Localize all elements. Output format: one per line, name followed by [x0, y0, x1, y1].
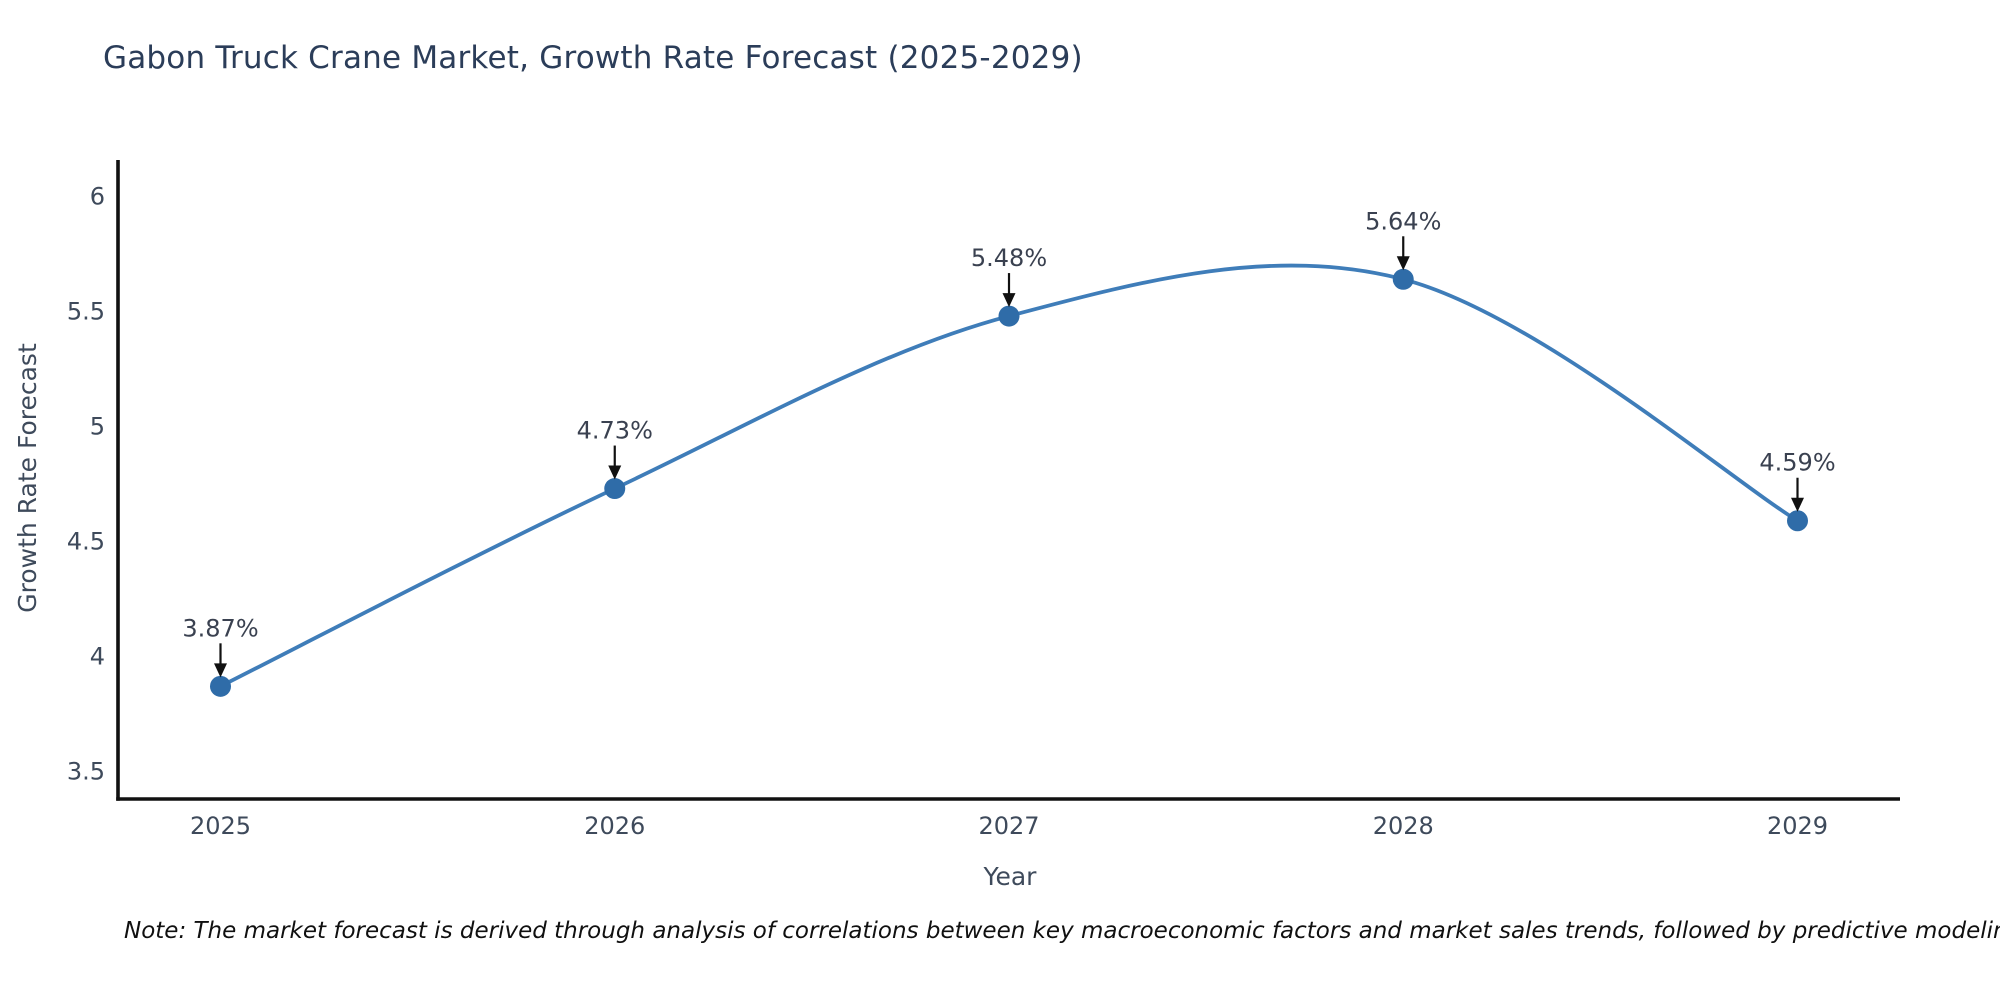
y-tick-label: 4.5: [67, 527, 105, 555]
y-tick-label: 3.5: [67, 757, 105, 785]
data-point-label: 3.87%: [182, 614, 258, 642]
x-tick-label: 2027: [978, 812, 1039, 840]
data-point-label: 5.64%: [1365, 207, 1441, 235]
y-tick-label: 4: [90, 642, 105, 670]
x-tick-label: 2025: [190, 812, 251, 840]
x-tick-label: 2029: [1767, 812, 1828, 840]
x-tick-label: 2028: [1373, 812, 1434, 840]
annotation-arrow-head: [1396, 256, 1410, 271]
x-tick-label: 2026: [584, 812, 645, 840]
data-point-marker: [1787, 510, 1808, 532]
x-axis-title: Year: [983, 862, 1037, 891]
data-point-marker: [1392, 268, 1414, 290]
y-tick-label: 6: [90, 182, 105, 210]
trend-line: [218, 263, 1800, 689]
data-point-marker: [604, 478, 626, 500]
data-point-label: 5.48%: [971, 244, 1047, 272]
footnote: Note: The market forecast is derived thr…: [124, 918, 2000, 944]
annotation-arrow-head: [608, 465, 622, 480]
data-point-label: 4.73%: [577, 417, 653, 445]
chart-title: Gabon Truck Crane Market, Growth Rate Fo…: [103, 40, 1083, 76]
data-point-marker: [210, 675, 231, 697]
data-point-label: 4.59%: [1759, 449, 1835, 477]
y-tick-label: 5: [90, 412, 105, 440]
y-axis-title: Growth Rate Forecast: [13, 343, 42, 613]
annotation-arrow-head: [214, 663, 227, 678]
annotation-arrow-head: [1791, 497, 1804, 512]
y-tick-label: 5.5: [67, 297, 105, 325]
data-point-marker: [998, 305, 1020, 327]
annotation-arrow-head: [1002, 293, 1016, 308]
